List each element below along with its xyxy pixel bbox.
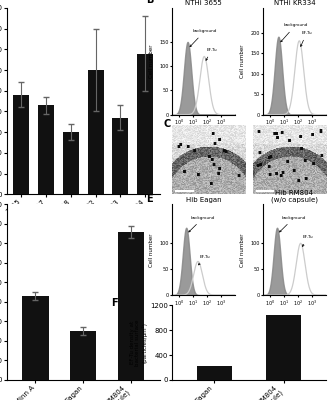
Text: EF-Tu: EF-Tu bbox=[301, 31, 312, 46]
Bar bbox=[113, 118, 128, 194]
Text: background: background bbox=[281, 23, 308, 42]
Text: F: F bbox=[111, 298, 117, 308]
Bar bbox=[88, 70, 104, 194]
Text: EF-Tu: EF-Tu bbox=[206, 48, 217, 60]
Text: C: C bbox=[164, 119, 171, 129]
X-axis label: Fluorescence: Fluorescence bbox=[186, 133, 222, 138]
X-axis label: Fluorescence: Fluorescence bbox=[276, 314, 313, 318]
Bar bbox=[13, 95, 30, 194]
X-axis label: Fluorescence: Fluorescence bbox=[276, 133, 313, 138]
Bar bbox=[137, 54, 153, 194]
Bar bbox=[118, 232, 144, 380]
Text: NTHi: NTHi bbox=[74, 259, 92, 268]
Title: NTHi 3655: NTHi 3655 bbox=[185, 0, 222, 6]
Text: background: background bbox=[190, 29, 217, 47]
Y-axis label: Cell number: Cell number bbox=[240, 44, 245, 78]
Title: Hib RM804
(w/o capsule): Hib RM804 (w/o capsule) bbox=[271, 190, 318, 203]
Text: EF-Tu: EF-Tu bbox=[198, 255, 211, 265]
Bar bbox=[22, 296, 49, 380]
Y-axis label: Cell number: Cell number bbox=[149, 44, 154, 78]
Title: Hib Eagan: Hib Eagan bbox=[186, 197, 221, 203]
Bar bbox=[63, 132, 79, 194]
Y-axis label: EF-Tu density at
bacterial surface
(particles/μm²): EF-Tu density at bacterial surface (part… bbox=[130, 320, 147, 366]
Text: EF-Tu: EF-Tu bbox=[302, 235, 314, 246]
Bar bbox=[266, 315, 301, 380]
Y-axis label: Cell number: Cell number bbox=[149, 233, 154, 266]
X-axis label: Fluorescence: Fluorescence bbox=[186, 314, 222, 318]
Text: background: background bbox=[189, 216, 215, 232]
Text: background: background bbox=[280, 216, 306, 232]
Y-axis label: Cell number: Cell number bbox=[240, 233, 245, 266]
Text: E: E bbox=[146, 194, 153, 204]
Title: NTHi KR334: NTHi KR334 bbox=[274, 0, 315, 6]
Bar bbox=[38, 105, 54, 194]
Text: B: B bbox=[146, 0, 153, 5]
Bar bbox=[197, 366, 232, 380]
Bar bbox=[70, 331, 96, 380]
